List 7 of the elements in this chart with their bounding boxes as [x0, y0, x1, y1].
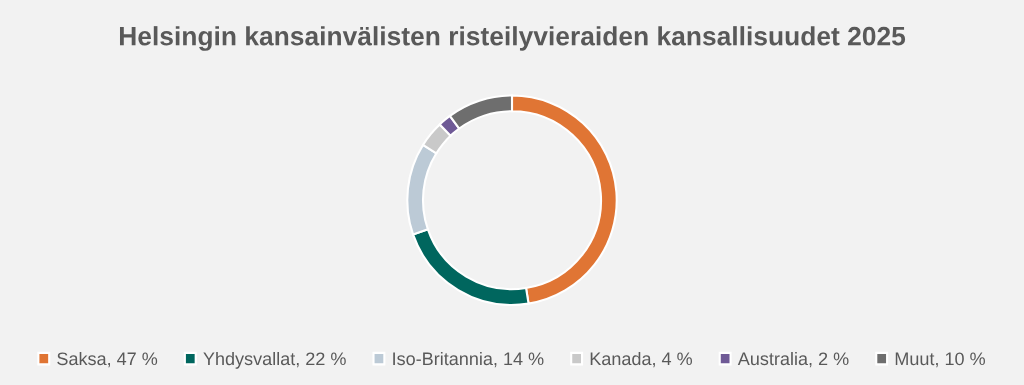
legend-label: Iso-Britannia, 14 %: [393, 351, 544, 368]
chart-title: Helsingin kansainvälisten risteilyvieraiden kansallisuudet 2025: [119, 26, 906, 51]
legend-label: Saksa, 47 %: [57, 351, 158, 368]
legend-label: Australia, 2 %: [737, 351, 849, 368]
legend-label: Muut, 10 %: [895, 352, 985, 368]
legend-label: Kanada, 4 %: [590, 351, 693, 368]
legend-label: Yhdysvallat, 22 %: [203, 351, 346, 369]
